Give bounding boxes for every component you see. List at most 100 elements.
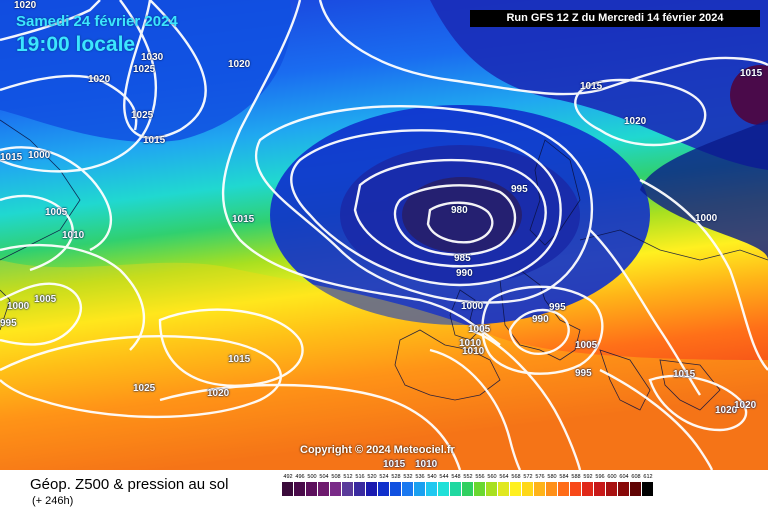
legend-step: 604 <box>618 473 630 496</box>
isobar-label: 985 <box>454 253 471 264</box>
color-scale-legend: 492 496 500 504 508 512 516 520 524 528 532 536 540 5… <box>282 473 654 496</box>
greenland-labrador-coast <box>0 119 81 261</box>
iberia-coast <box>394 329 501 401</box>
isobar-label: 980 <box>451 205 468 216</box>
legend-swatch <box>474 482 486 496</box>
isobar-label: 1005 <box>34 294 57 305</box>
legend-swatch <box>438 482 450 496</box>
legend-step: 520 <box>366 473 378 496</box>
legend-swatch <box>378 482 390 496</box>
legend-swatch <box>390 482 402 496</box>
legend-value: 500 <box>307 474 317 480</box>
isobar-label: 1020 <box>734 400 757 411</box>
isobar-label: 995 <box>549 302 566 313</box>
legend-value: 584 <box>559 474 569 480</box>
legend-swatch <box>318 482 330 496</box>
legend-step: 612 <box>642 473 654 496</box>
legend-swatch <box>606 482 618 496</box>
legend-swatch <box>426 482 438 496</box>
isobar-1000-sw <box>0 282 82 346</box>
legend-step: 596 <box>594 473 606 496</box>
legend-value: 540 <box>427 474 437 480</box>
legend-step: 512 <box>342 473 354 496</box>
isobar-label: 995 <box>511 184 528 195</box>
legend-step: 504 <box>318 473 330 496</box>
isobar-1015-southeast <box>599 368 714 470</box>
isobar-1010-sw <box>0 243 146 351</box>
isobar-1000-low <box>254 105 594 304</box>
isobar-label: 1020 <box>228 59 251 70</box>
legend-swatch <box>546 482 558 496</box>
north-trough-field <box>430 0 768 170</box>
legend-step: 552 <box>462 473 474 496</box>
isobar-label: 995 <box>575 368 592 379</box>
isobar-1020-nw <box>0 0 101 42</box>
isobar-label: 1025 <box>133 64 156 75</box>
legend-swatch <box>594 482 606 496</box>
model-run-label: Run GFS 12 Z du Mercredi 14 février 2024 <box>470 10 760 27</box>
legend-value: 532 <box>403 474 413 480</box>
legend-step: 496 <box>294 473 306 496</box>
legend-step: 580 <box>546 473 558 496</box>
legend-step: 592 <box>582 473 594 496</box>
forecast-map: 1020 1030 1025 1020 1020 1025 1015 1000 … <box>0 0 768 470</box>
legend-value: 608 <box>631 474 641 480</box>
legend-swatch <box>402 482 414 496</box>
legend-value: 592 <box>583 474 593 480</box>
isobar-1020-south <box>159 383 462 470</box>
legend-value: 560 <box>487 474 497 480</box>
map-footer: Géop. Z500 & pression au sol (+ 246h) 49… <box>0 470 768 512</box>
northeast-low-core <box>730 65 768 125</box>
isobar-1005-west <box>0 194 74 272</box>
legend-swatch <box>582 482 594 496</box>
isobar-1020-southeast <box>648 374 748 432</box>
isobar-label: 1000 <box>461 301 484 312</box>
isobar-1010-south <box>429 348 522 470</box>
forecast-date: Samedi 24 février 2024 <box>16 13 178 30</box>
legend-value: 508 <box>331 474 341 480</box>
legend-swatch <box>282 482 294 496</box>
forecast-time: 19:00 locale <box>16 33 136 56</box>
legend-step: 600 <box>606 473 618 496</box>
legend-swatch <box>294 482 306 496</box>
legend-swatch <box>366 482 378 496</box>
isobar-label: 990 <box>532 314 549 325</box>
isobar-1015-atlantic <box>158 308 304 387</box>
isobar-label: 1010 <box>462 346 485 357</box>
isobar-1005-east <box>639 178 768 371</box>
legend-swatch <box>330 482 342 496</box>
northwest-field <box>0 0 292 143</box>
legend-step: 524 <box>378 473 390 496</box>
isobar-label: 1015 <box>228 354 251 365</box>
legend-value: 552 <box>463 474 473 480</box>
legend-value: 580 <box>547 474 557 480</box>
isobar-1020-west <box>0 74 138 131</box>
isobar-985-low <box>393 184 517 256</box>
isobar-1025-atlantic <box>0 335 282 419</box>
geopotential-map-canvas <box>0 0 768 470</box>
legend-value: 564 <box>499 474 509 480</box>
isobar-label: 1015 <box>232 214 255 225</box>
legend-value: 536 <box>415 474 425 480</box>
isobar-995-low <box>290 129 562 287</box>
legend-step: 572 <box>522 473 534 496</box>
legend-swatch <box>498 482 510 496</box>
isobar-1030-high <box>123 0 207 140</box>
legend-swatch <box>558 482 570 496</box>
legend-step: 564 <box>498 473 510 496</box>
legend-step: 508 <box>330 473 342 496</box>
legend-step: 576 <box>534 473 546 496</box>
newfoundland-coast <box>0 289 11 331</box>
isobar-1020-closed <box>574 78 707 147</box>
legend-step: 528 <box>390 473 402 496</box>
legend-value: 568 <box>511 474 521 480</box>
coastlines <box>0 119 768 411</box>
legend-swatch <box>510 482 522 496</box>
legend-value: 576 <box>535 474 545 480</box>
isobar-1025-nw <box>0 0 158 173</box>
legend-swatch <box>414 482 426 496</box>
isobar-label: 1015 <box>673 369 696 380</box>
isobar-label: 1025 <box>133 383 156 394</box>
legend-value: 528 <box>391 474 401 480</box>
legend-step: 536 <box>414 473 426 496</box>
